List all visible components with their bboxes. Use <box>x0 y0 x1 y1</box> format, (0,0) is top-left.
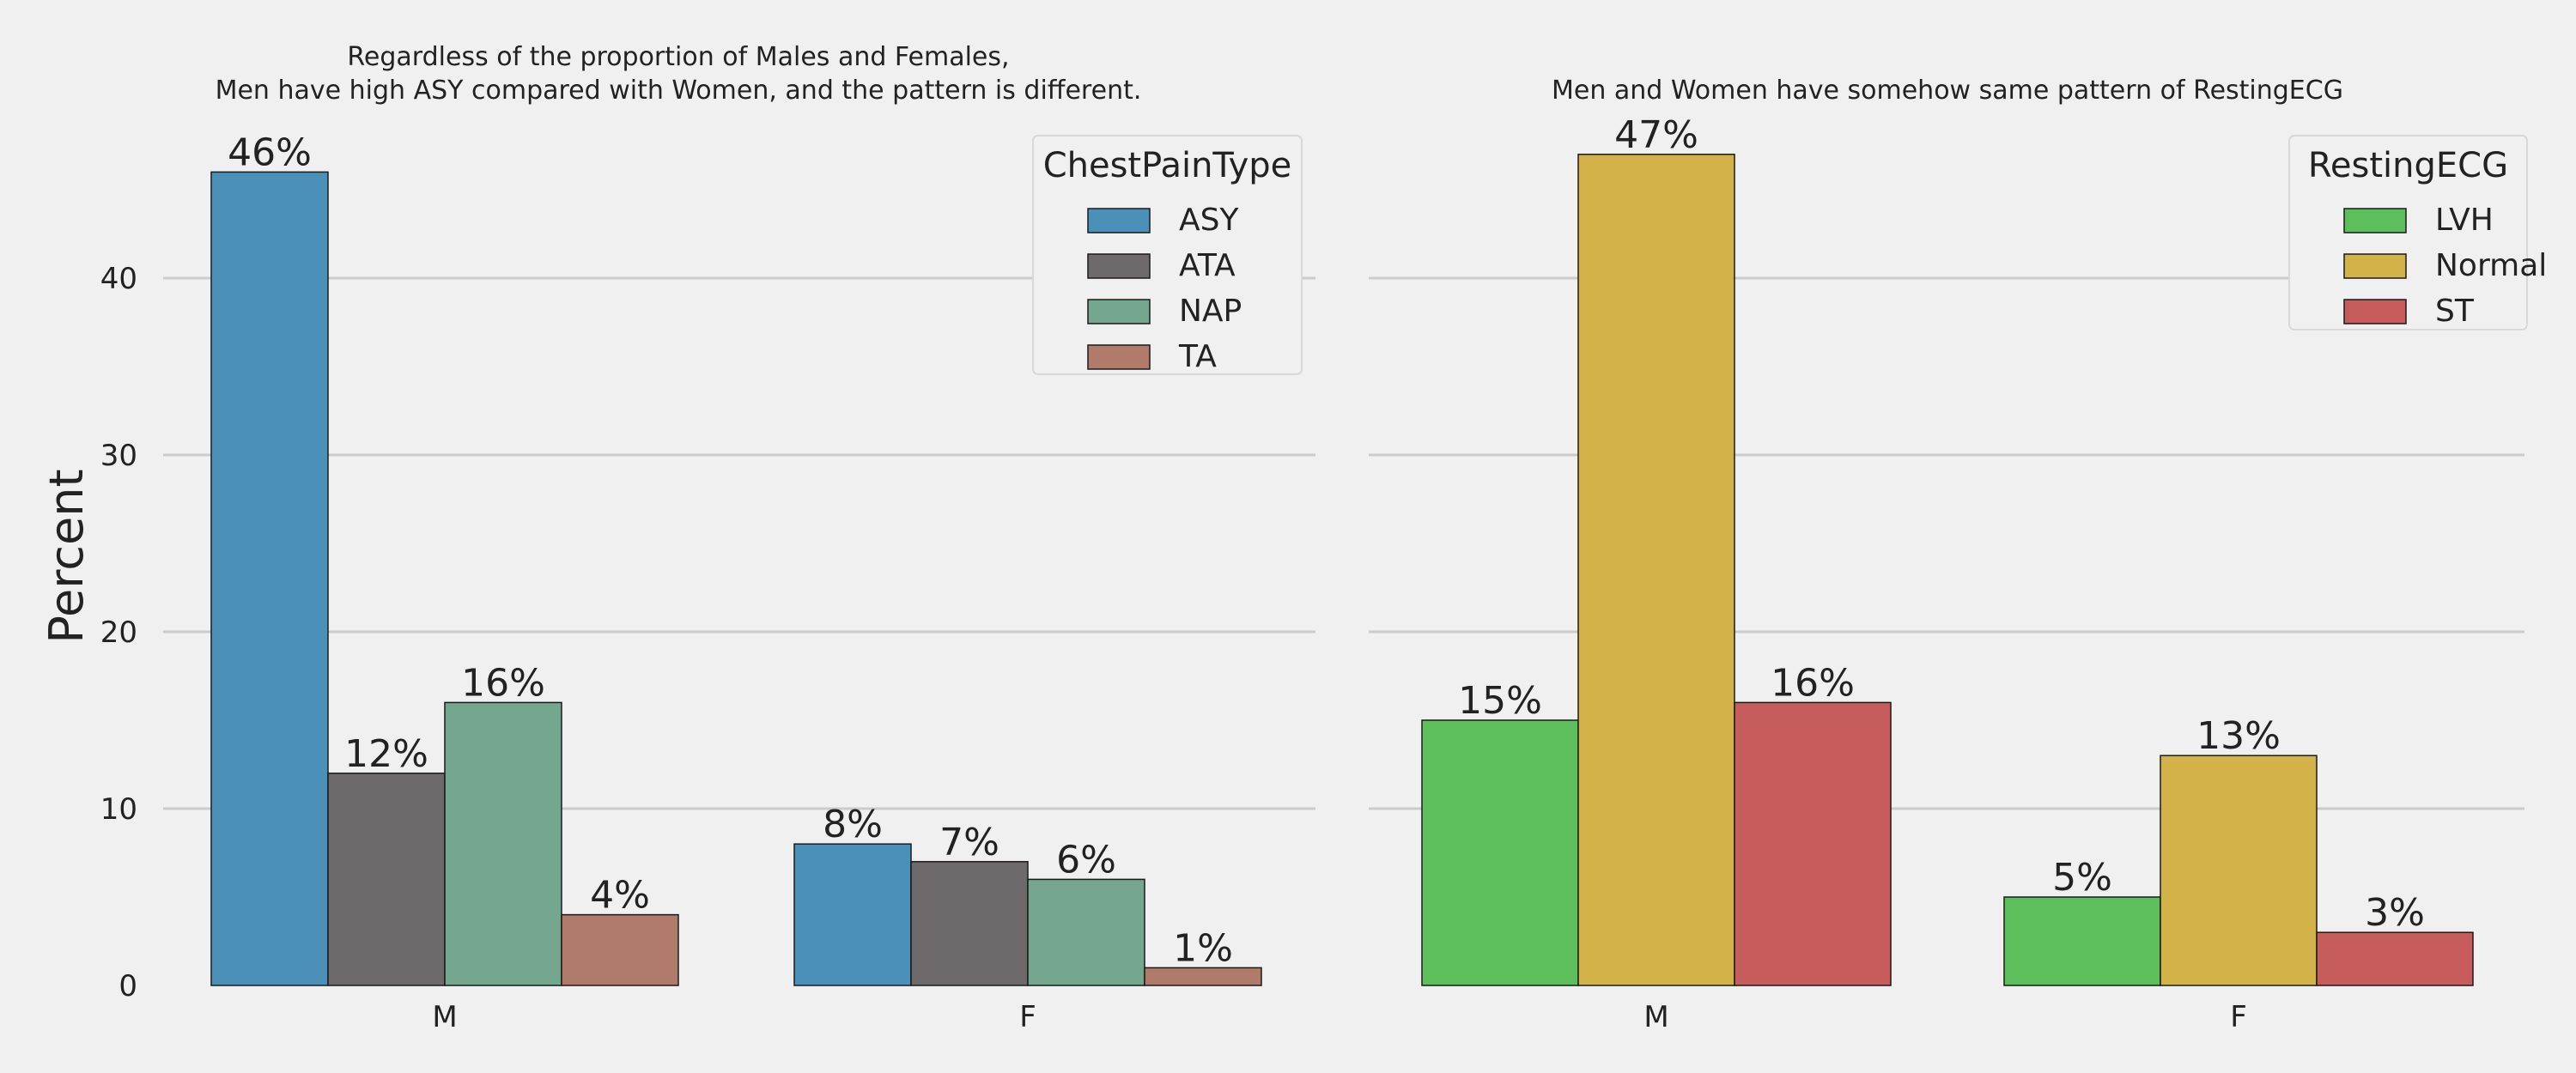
data-label: 47% <box>1614 113 1698 157</box>
data-label: 8% <box>823 803 883 846</box>
y-tick-label: 30 <box>100 439 137 473</box>
legend-swatch-nap <box>1087 299 1151 324</box>
chart-title: Men and Women have somehow same pattern … <box>1552 76 2343 106</box>
chart-title-line-1: Regardless of the proportion of Males an… <box>347 42 1009 72</box>
tick-labels: 0 10 20 30 40 M F <box>100 262 1036 1034</box>
legend-swatch-asy <box>1087 208 1151 233</box>
x-tick-label: F <box>1019 1000 1036 1034</box>
legend-item-lvh: LVH <box>2435 203 2494 238</box>
legend-swatch-st <box>2343 299 2407 324</box>
x-tick-label: F <box>2230 1000 2247 1034</box>
bar-lvh-f <box>2003 896 2161 986</box>
legend-swatch-ta <box>1087 344 1151 370</box>
legend: RestingECG LVH Normal ST <box>2288 135 2547 330</box>
bar-ta-m <box>561 913 679 986</box>
bar-ata-f <box>910 861 1029 986</box>
bar-lvh-m <box>1421 719 1579 986</box>
data-label: 46% <box>228 130 312 174</box>
legend: ChestPainType ASY ATA NAP TA <box>1032 135 1303 375</box>
x-tick-label: M <box>1643 1000 1668 1034</box>
bars <box>1421 154 2474 986</box>
data-label: 15% <box>1458 679 1542 723</box>
legend-swatch-ata <box>1087 253 1151 279</box>
data-label: 5% <box>2052 856 2112 900</box>
resting-ecg-chart: Men and Women have somehow same pattern … <box>1369 76 2547 1034</box>
x-tick-label: M <box>432 1000 457 1034</box>
data-label: 12% <box>344 732 428 776</box>
data-label: 7% <box>939 821 999 864</box>
bar-normal-f <box>2160 755 2318 986</box>
bar-nap-f <box>1027 878 1145 986</box>
data-label: 13% <box>2196 714 2281 758</box>
bar-nap-m <box>444 701 562 986</box>
bar-st-f <box>2316 931 2474 986</box>
legend-swatch-normal <box>2343 253 2407 279</box>
bars <box>210 171 1262 986</box>
bar-ata-m <box>327 773 446 986</box>
legend-item-ta: TA <box>1178 339 1217 374</box>
legend-item-nap: NAP <box>1179 294 1242 329</box>
bar-st-m <box>1734 701 1892 986</box>
bar-asy-m <box>210 171 329 986</box>
legend-box <box>2288 135 2528 330</box>
chart-title-line-2: Men have high ASY compared with Women, a… <box>216 76 1142 106</box>
data-label: 6% <box>1056 838 1116 882</box>
data-label: 16% <box>1771 661 1855 705</box>
legend-item-asy: ASY <box>1179 203 1239 238</box>
bar-ta-f <box>1144 967 1262 986</box>
data-label: 3% <box>2365 891 2425 935</box>
legend-swatch-lvh <box>2343 208 2407 233</box>
legend-item-ata: ATA <box>1179 248 1236 283</box>
y-tick-label: 0 <box>118 969 137 1003</box>
bar-normal-m <box>1577 154 1735 986</box>
bar-asy-f <box>793 843 912 986</box>
chest-pain-type-chart: Regardless of the proportion of Males an… <box>39 42 1315 1034</box>
y-tick-label: 20 <box>100 615 137 650</box>
y-tick-label: 10 <box>100 792 137 827</box>
legend-item-normal: Normal <box>2435 248 2547 283</box>
data-labels: 46% 12% 16% 4% 8% 7% 6% 1% <box>228 130 1233 970</box>
data-label: 4% <box>590 874 650 918</box>
data-label: 16% <box>461 661 545 705</box>
data-labels: 15% 47% 16% 5% 13% 3% <box>1458 113 2425 935</box>
legend-title: RestingECG <box>2308 146 2508 185</box>
data-label: 1% <box>1173 926 1233 970</box>
y-axis-label: Percent <box>39 469 94 643</box>
legend-item-st: ST <box>2435 294 2475 329</box>
y-tick-label: 40 <box>100 262 137 296</box>
legend-title: ChestPainType <box>1043 146 1292 185</box>
